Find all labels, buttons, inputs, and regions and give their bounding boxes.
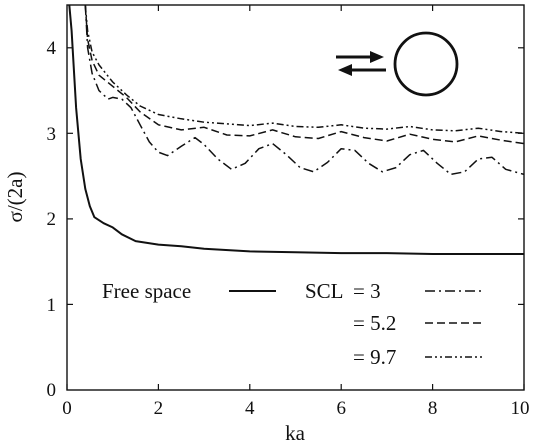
reflected-arrowhead-icon — [338, 64, 352, 76]
series-line-scl-9-7 — [84, 4, 525, 135]
x-tick-label: 10 — [511, 398, 530, 419]
x-axis-label: ka — [285, 421, 306, 445]
incident-arrowhead-icon — [370, 51, 384, 63]
y-tick-label: 1 — [47, 295, 57, 316]
series-line-scl-5-2 — [84, 4, 525, 145]
legend-label-scl-5-2: = 5.2 — [353, 311, 396, 335]
legend-label-scl-3: = 3 — [353, 279, 381, 303]
series-line-free-space — [68, 4, 524, 255]
axes — [66, 4, 525, 391]
x-tick-label: 4 — [245, 398, 255, 419]
scatterer-inset-icon — [336, 31, 459, 97]
x-tick-label: 2 — [154, 398, 164, 419]
y-tick-label: 2 — [47, 209, 57, 230]
legend-label-scl-9-7: = 9.7 — [353, 345, 396, 369]
y-axis-label: σ/(2a) — [3, 172, 27, 223]
y-tick-label: 0 — [47, 380, 57, 401]
y-tick-label: 4 — [47, 38, 57, 59]
legend-label-free-space: Free space — [102, 279, 191, 303]
series-line-scl-3 — [84, 4, 525, 176]
series-layer — [68, 4, 525, 255]
cylinder-circle-icon — [393, 31, 459, 97]
y-tick-label: 3 — [47, 124, 57, 145]
plot-frame — [66, 4, 525, 391]
x-tick-label: 8 — [428, 398, 438, 419]
x-tick-label: 0 — [62, 398, 72, 419]
x-ticks: 0 2 4 6 8 10 — [62, 5, 530, 419]
x-tick-label: 6 — [336, 398, 346, 419]
legend-label-scl-prefix: SCL — [305, 279, 344, 303]
legend: Free space SCL = 3 = 5.2 = 9.7 — [102, 279, 485, 369]
y-ticks: 0 1 2 3 4 — [47, 38, 524, 401]
